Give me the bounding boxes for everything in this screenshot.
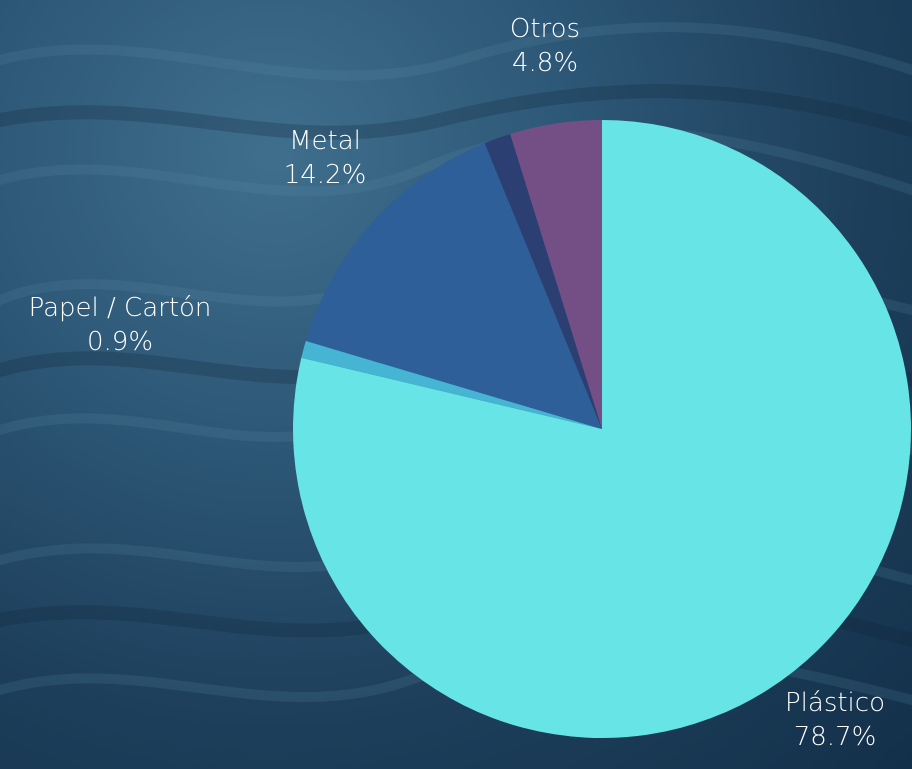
pie-slice-plastico-0	[292, 120, 911, 739]
slice-label-plastico: Plástico 78.7%	[760, 686, 910, 754]
slice-label-papel: Papel / Cartón 0.9%	[0, 291, 240, 359]
slice-name-metal: Metal	[289, 126, 361, 156]
slice-percent-plastico: 78.7%	[793, 722, 877, 752]
pie-slice-otros-4	[510, 120, 602, 429]
slice-name-plastico: Plástico	[784, 688, 885, 718]
slice-percent-metal: 14.2%	[283, 160, 367, 190]
slice-percent-papel: 0.9%	[86, 327, 154, 357]
slice-name-papel: Papel / Cartón	[28, 293, 212, 323]
pie-slice-unlabeled-3	[484, 133, 602, 429]
pie-slice-metal-2	[305, 143, 602, 429]
slice-name-otros: Otros	[509, 14, 581, 44]
slice-label-metal: Metal 14.2%	[250, 124, 400, 192]
slice-label-otros: Otros 4.8%	[470, 12, 620, 80]
slice-percent-otros: 4.8%	[511, 48, 579, 78]
pie-slice-papel-carton-1	[301, 340, 602, 429]
